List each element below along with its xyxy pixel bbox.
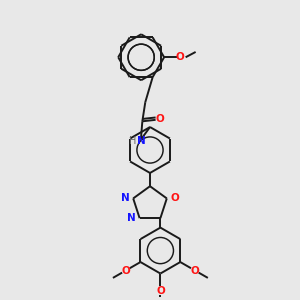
Text: O: O [191,266,200,276]
Text: N: N [137,136,146,146]
Text: N: N [121,194,130,203]
Text: O: O [121,266,130,276]
Text: O: O [156,114,164,124]
Text: H: H [129,136,136,146]
Text: O: O [156,286,165,296]
Text: O: O [176,52,185,62]
Text: O: O [170,194,179,203]
Text: N: N [127,213,136,223]
